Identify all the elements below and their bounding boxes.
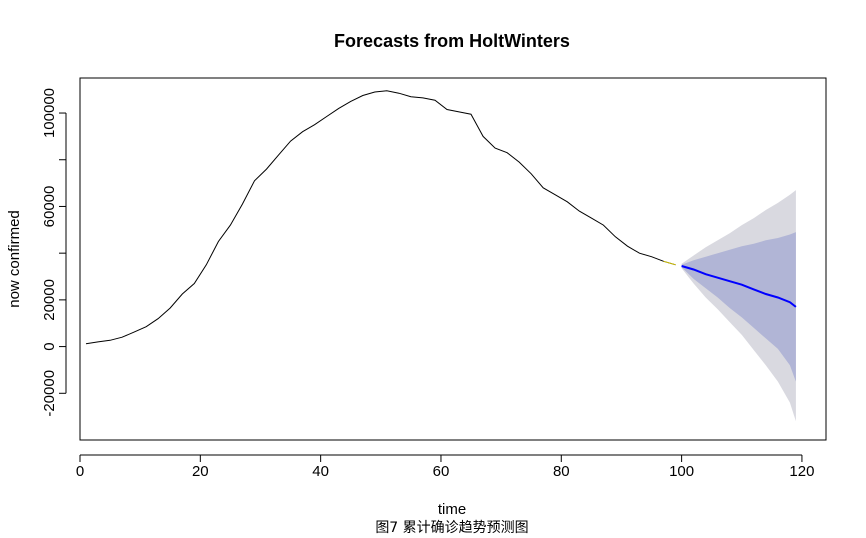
y-tick-label: 20000	[41, 279, 58, 321]
y-axis-label: now confirmed	[6, 210, 23, 308]
band-80	[681, 232, 796, 382]
series-lines	[85, 90, 797, 345]
plot-frame	[79, 77, 827, 441]
chart-title: Forecasts from HoltWinters	[334, 31, 570, 51]
x-tick-label: 0	[76, 463, 84, 480]
prediction-intervals	[681, 190, 796, 422]
observed-line	[85, 90, 676, 345]
y-axis: -20000 0 20000 60000 100000	[41, 88, 67, 417]
x-axis-label: time	[438, 501, 466, 518]
x-tick-label: 40	[312, 463, 329, 480]
y-tick-label: 60000	[41, 186, 58, 228]
x-tick-label: 100	[669, 463, 694, 480]
y-tick-label: -20000	[41, 370, 58, 417]
x-tick-label: 120	[789, 463, 814, 480]
x-tick-label: 80	[553, 463, 570, 480]
x-tick-label: 20	[192, 463, 209, 480]
fitted-line	[663, 260, 676, 266]
forecast-line	[681, 265, 797, 308]
y-tick-label: 0	[41, 342, 58, 350]
figure-caption: 图7 累计确诊趋势预测图	[375, 520, 528, 536]
x-tick-label: 60	[433, 463, 450, 480]
x-axis: 0 20 40 60 80 100 120	[76, 454, 814, 480]
y-tick-label: 100000	[41, 88, 58, 138]
